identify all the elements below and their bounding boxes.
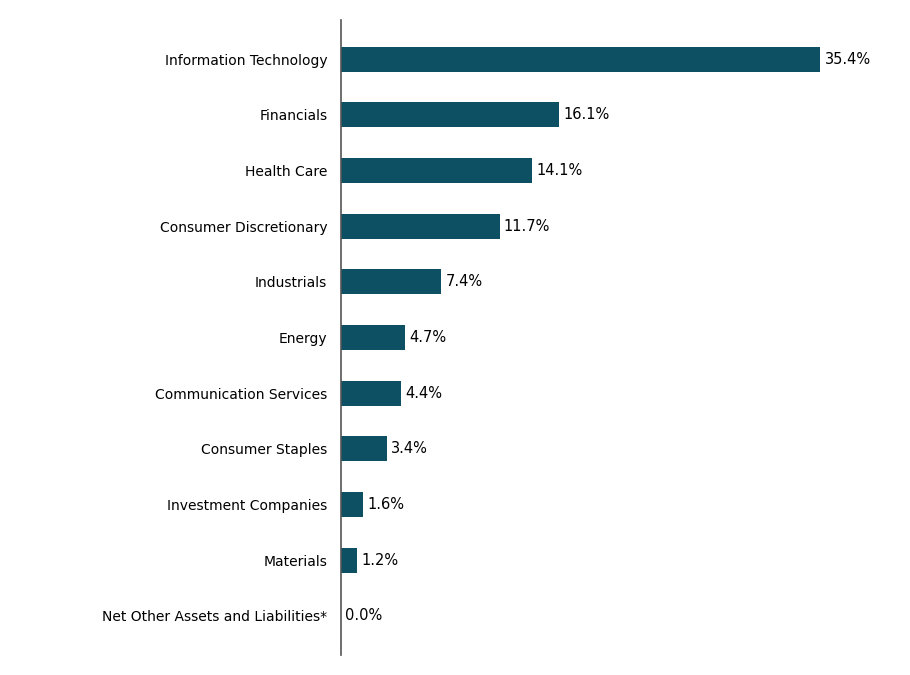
Text: 11.7%: 11.7%: [504, 219, 550, 234]
Bar: [341, 103, 559, 128]
Text: 1.2%: 1.2%: [361, 553, 399, 568]
Text: 4.7%: 4.7%: [409, 330, 446, 345]
Bar: [341, 381, 400, 406]
Text: 16.1%: 16.1%: [563, 107, 610, 122]
Text: 0.0%: 0.0%: [345, 608, 382, 623]
Text: 3.4%: 3.4%: [391, 441, 429, 456]
Text: 35.4%: 35.4%: [824, 52, 871, 67]
Text: 14.1%: 14.1%: [536, 163, 582, 178]
Bar: [341, 547, 358, 572]
Text: 7.4%: 7.4%: [446, 274, 482, 290]
Bar: [341, 158, 532, 183]
Bar: [341, 325, 405, 350]
Bar: [341, 436, 388, 461]
Text: 1.6%: 1.6%: [367, 497, 404, 512]
Bar: [341, 492, 363, 517]
Text: 4.4%: 4.4%: [405, 385, 442, 401]
Bar: [341, 47, 821, 72]
Bar: [341, 269, 441, 294]
Bar: [341, 214, 500, 239]
